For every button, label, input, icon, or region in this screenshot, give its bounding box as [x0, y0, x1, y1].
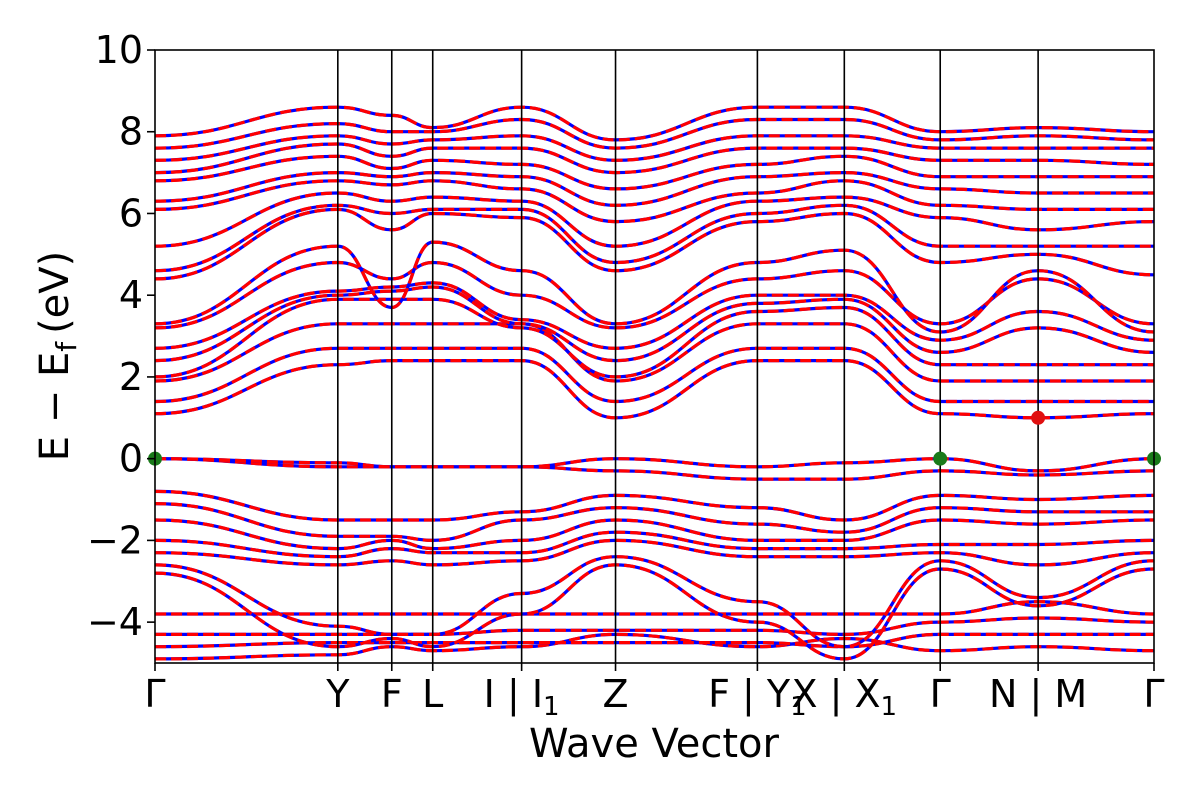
band-line-dashed [155, 117, 1154, 150]
band-line-dashed [155, 358, 1154, 420]
band-line-dashed [155, 154, 1154, 191]
band-line-solid [155, 170, 1154, 207]
x-axis-label: Wave Vector [529, 721, 780, 767]
x-tick-label: F | Y1 [708, 672, 807, 722]
y-tick-label: 2 [119, 355, 143, 399]
band-line-solid [155, 207, 1154, 281]
band-line-dashed [155, 203, 1154, 273]
x-tick-label: N | M [989, 672, 1087, 717]
band-line-dashed [155, 191, 1154, 248]
band-line-dashed [155, 555, 1154, 649]
x-tick-label: Γ [1143, 672, 1164, 716]
y-axis-label: E − Ef (eV) [32, 251, 83, 462]
band-line-dashed [155, 457, 1154, 481]
y-tick-label: 4 [119, 273, 143, 317]
band-line-dashed [155, 600, 1154, 616]
x-tick-label: Z [603, 672, 629, 716]
band-line-dashed [155, 297, 1154, 379]
band-line-dashed [155, 240, 1154, 334]
y-axis-ticks: 10 8 6 4 2 0 −2 −4 [87, 28, 155, 644]
y-axis-label-unit: (eV) [32, 251, 78, 334]
point-marker [933, 451, 948, 466]
band-line-dashed [155, 179, 1154, 224]
band-line-dashed [155, 632, 1154, 661]
band-line-dashed [155, 530, 1154, 559]
marker-layer [148, 410, 1161, 466]
band-line-dashed [155, 632, 1154, 649]
x-tick-label: Y [325, 672, 350, 716]
y-axis-label-subscript: f [50, 341, 83, 352]
y-tick-label: 10 [95, 28, 143, 72]
band-line-dashed [155, 105, 1154, 142]
band-line-dashed [155, 346, 1154, 404]
x-tick-label: L [422, 672, 443, 716]
band-line-dashed [155, 563, 1154, 661]
y-tick-label: 0 [119, 437, 143, 481]
x-tick-label: Γ [930, 672, 951, 716]
y-tick-label: 8 [119, 110, 143, 154]
high-symmetry-lines [337, 50, 1039, 663]
bands-layer [155, 105, 1154, 661]
band-line-dashed [155, 142, 1154, 175]
band-line-dashed [155, 285, 1154, 363]
band-line-dashed [155, 616, 1154, 637]
x-tick-label: X | X1 [792, 672, 898, 722]
band-line-dashed [155, 538, 1154, 567]
band-line-dashed [155, 322, 1154, 383]
x-tick-label: F [381, 672, 403, 716]
band-line-dashed [155, 134, 1154, 162]
y-tick-label: −4 [87, 600, 143, 644]
band-line-dashed [155, 457, 1154, 473]
point-marker [1031, 410, 1046, 425]
band-line-dashed [155, 518, 1154, 551]
y-axis-label-main: E − E [32, 352, 78, 462]
band-line-solid [155, 563, 1154, 661]
x-tick-label: I | I1 [484, 672, 560, 722]
x-tick-label: Γ [144, 672, 165, 716]
y-tick-label: −2 [87, 518, 143, 562]
band-line-dashed [155, 281, 1154, 350]
band-line-dashed [155, 207, 1154, 281]
band-line-solid [155, 346, 1154, 404]
plot-frame [154, 49, 1155, 664]
y-tick-label: 6 [119, 191, 143, 235]
band-line-dashed [155, 489, 1154, 522]
